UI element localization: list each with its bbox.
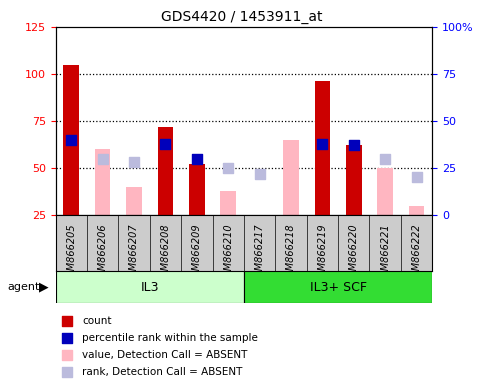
Bar xyxy=(314,81,330,215)
Point xyxy=(382,156,389,162)
Point xyxy=(193,156,201,162)
Text: GSM866210: GSM866210 xyxy=(223,223,233,283)
Bar xyxy=(377,168,393,215)
Point xyxy=(63,369,71,375)
Text: GSM866209: GSM866209 xyxy=(192,223,202,283)
Point xyxy=(350,142,357,149)
Text: IL3: IL3 xyxy=(141,281,159,293)
Point xyxy=(63,352,71,358)
Point xyxy=(63,318,71,324)
Point xyxy=(99,156,107,162)
Text: GSM866221: GSM866221 xyxy=(380,223,390,283)
Text: GSM866207: GSM866207 xyxy=(129,223,139,283)
Bar xyxy=(220,190,236,215)
Text: IL3+ SCF: IL3+ SCF xyxy=(310,281,367,293)
Text: GSM866220: GSM866220 xyxy=(349,223,359,283)
Bar xyxy=(63,65,79,215)
Point xyxy=(161,141,170,147)
Text: GSM866208: GSM866208 xyxy=(160,223,170,283)
Text: agent: agent xyxy=(7,282,40,292)
Point xyxy=(412,174,420,180)
Bar xyxy=(409,206,425,215)
Bar xyxy=(95,149,111,215)
Point xyxy=(63,335,71,341)
Text: ▶: ▶ xyxy=(39,281,48,293)
Text: GSM866217: GSM866217 xyxy=(255,223,265,283)
Point xyxy=(68,137,75,143)
Text: value, Detection Call = ABSENT: value, Detection Call = ABSENT xyxy=(82,350,247,360)
Text: GSM866206: GSM866206 xyxy=(98,223,108,283)
Text: percentile rank within the sample: percentile rank within the sample xyxy=(82,333,258,343)
Point xyxy=(224,165,232,171)
Bar xyxy=(244,271,432,303)
Text: GSM866218: GSM866218 xyxy=(286,223,296,283)
Bar xyxy=(283,140,299,215)
Bar xyxy=(56,271,244,303)
Point xyxy=(319,141,327,147)
Text: GSM866222: GSM866222 xyxy=(412,223,422,283)
Text: GSM866219: GSM866219 xyxy=(317,223,327,283)
Bar xyxy=(346,146,362,215)
Text: GSM866205: GSM866205 xyxy=(66,223,76,283)
Bar xyxy=(157,127,173,215)
Text: GDS4420 / 1453911_at: GDS4420 / 1453911_at xyxy=(161,10,322,23)
Text: count: count xyxy=(82,316,112,326)
Bar xyxy=(252,215,268,221)
Bar xyxy=(189,164,205,215)
Text: rank, Detection Call = ABSENT: rank, Detection Call = ABSENT xyxy=(82,367,242,377)
Point xyxy=(130,159,138,166)
Point xyxy=(256,170,264,177)
Bar xyxy=(126,187,142,215)
